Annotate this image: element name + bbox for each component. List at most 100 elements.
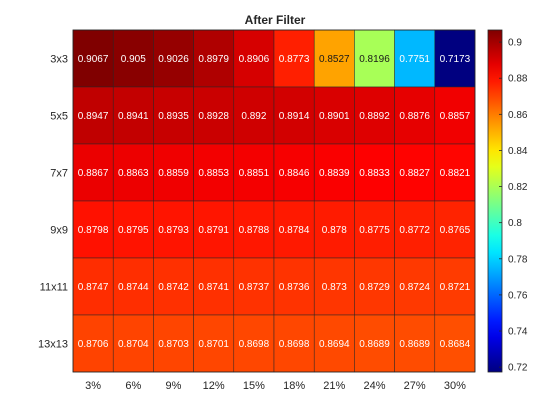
heatmap-cell: [354, 200, 395, 259]
cell-value-label: 0.8795: [118, 225, 149, 236]
heatmap-cell: [153, 143, 194, 202]
x-tick-label: 21%: [323, 380, 345, 392]
heatmap-cell: [434, 29, 476, 88]
cell-value-label: 0.873: [322, 282, 347, 293]
cell-value-label: 0.8798: [78, 225, 109, 236]
heatmap-cell: [72, 314, 114, 373]
cell-value-label: 0.8827: [399, 168, 430, 179]
cell-value-label: 0.8821: [440, 168, 471, 179]
heatmap-cell: [112, 257, 154, 316]
cell-value-label: 0.8892: [359, 111, 390, 122]
cell-value-label: 0.8703: [158, 339, 189, 350]
heatmap-cell: [153, 314, 194, 373]
x-tick-label: 9%: [166, 380, 182, 392]
cell-value-label: 0.8694: [319, 339, 350, 350]
plot-frame: [72, 29, 476, 373]
cell-value-label: 0.8742: [158, 282, 189, 293]
heatmap-cell: [273, 200, 315, 259]
cell-value-label: 0.8859: [158, 168, 189, 179]
cell-value-label: 0.8701: [198, 339, 229, 350]
cell-value-label: 0.8788: [239, 225, 270, 236]
y-axis-ticks: 3x3 5x5 7x7 9x9 11x11 13x13: [38, 54, 68, 351]
cell-value-label: 0.8721: [440, 282, 471, 293]
heatmap-cell: [434, 200, 476, 259]
x-tick-label: 3%: [85, 380, 101, 392]
colorbar-tick-label: 0.74: [508, 327, 528, 338]
cell-value-label: 0.8196: [359, 54, 390, 65]
x-tick-label: 18%: [283, 380, 305, 392]
heatmap-cell: [354, 143, 395, 202]
heatmap-cell: [233, 257, 275, 316]
cell-value-label: 0.9026: [158, 54, 189, 65]
heatmap-cell: [233, 200, 275, 259]
colorbar-tick-label: 0.8: [508, 218, 522, 229]
y-tick-label: 9x9: [50, 225, 68, 237]
heatmap-cell: [354, 29, 395, 88]
heatmap-cell: [394, 257, 436, 316]
chart-title: After Filter: [245, 13, 306, 27]
cell-value-label: 0.8698: [239, 339, 270, 350]
heatmap-cell: [394, 143, 436, 202]
cell-value-label: 0.8914: [279, 111, 310, 122]
cell-value-label: 0.8775: [359, 225, 390, 236]
x-tick-label: 27%: [404, 380, 426, 392]
heatmap-cell: [313, 86, 355, 145]
cell-value-label: 0.8851: [239, 168, 270, 179]
heatmap-cell: [273, 257, 315, 316]
heatmap-cell: [313, 200, 355, 259]
cell-value-label: 0.8724: [399, 282, 430, 293]
y-tick-label: 7x7: [50, 168, 68, 180]
y-tick-label: 13x13: [38, 339, 68, 351]
heatmap-cell: [153, 86, 194, 145]
cell-value-label: 0.8863: [118, 168, 149, 179]
y-tick-label: 3x3: [50, 54, 68, 66]
heatmap-cell: [233, 86, 275, 145]
heatmap-cell: [72, 29, 114, 88]
x-tick-label: 12%: [203, 380, 225, 392]
cell-value-label: 0.8857: [440, 111, 471, 122]
cell-value-label: 0.8846: [279, 168, 310, 179]
cell-value-label: 0.878: [322, 225, 347, 236]
cell-value-label: 0.8744: [118, 282, 149, 293]
heatmap-cell: [394, 200, 436, 259]
cell-value-label: 0.8689: [399, 339, 430, 350]
cell-value-label: 0.8876: [399, 111, 430, 122]
colorbar-tick-label: 0.78: [508, 254, 528, 265]
cell-value-label: 0.8784: [279, 225, 310, 236]
cell-value-label: 0.8741: [198, 282, 229, 293]
cell-value-label: 0.8773: [279, 54, 310, 65]
heatmap-cell: [394, 314, 436, 373]
heatmap-cell: [193, 86, 235, 145]
cell-value-label: 0.8747: [78, 282, 109, 293]
cell-value-label: 0.8737: [239, 282, 270, 293]
cell-value-label: 0.8928: [198, 111, 229, 122]
cell-value-label: 0.8906: [239, 54, 270, 65]
heatmap-cell: [193, 314, 235, 373]
colorbar-tick-label: 0.86: [508, 110, 528, 121]
heatmap-cell: [233, 143, 275, 202]
cell-value-label: 0.8833: [359, 168, 390, 179]
heatmap-cell: [394, 86, 436, 145]
heatmap-cell: [434, 257, 476, 316]
cell-value-label: 0.8729: [359, 282, 390, 293]
cell-value-label: 0.8791: [198, 225, 229, 236]
heatmap-cell: [72, 143, 114, 202]
colorbar: 0.72 0.74 0.76 0.78 0.8 0.82 0.84 0.86 0.88 0.9: [487, 29, 528, 374]
heatmap-cell: [112, 29, 154, 88]
cell-value-label: 0.8684: [440, 339, 471, 350]
colorbar-tick-label: 0.84: [508, 146, 528, 157]
heatmap-cell: [354, 86, 395, 145]
heatmap-cell: [193, 29, 235, 88]
y-tick-label: 5x5: [50, 111, 68, 123]
heatmap-cell: [354, 257, 395, 316]
cell-value-label: 0.8704: [118, 339, 149, 350]
cell-value-label: 0.7173: [440, 54, 471, 65]
cell-value-label: 0.8853: [198, 168, 229, 179]
colorbar-gradient: [487, 29, 503, 373]
colorbar-tick-label: 0.88: [508, 74, 528, 85]
x-tick-label: 24%: [363, 380, 385, 392]
cell-value-label: 0.905: [121, 54, 146, 65]
x-axis-ticks: 3% 6% 9% 12% 15% 18% 21% 24% 27% 30%: [85, 380, 466, 392]
heatmap-cell: [112, 86, 154, 145]
